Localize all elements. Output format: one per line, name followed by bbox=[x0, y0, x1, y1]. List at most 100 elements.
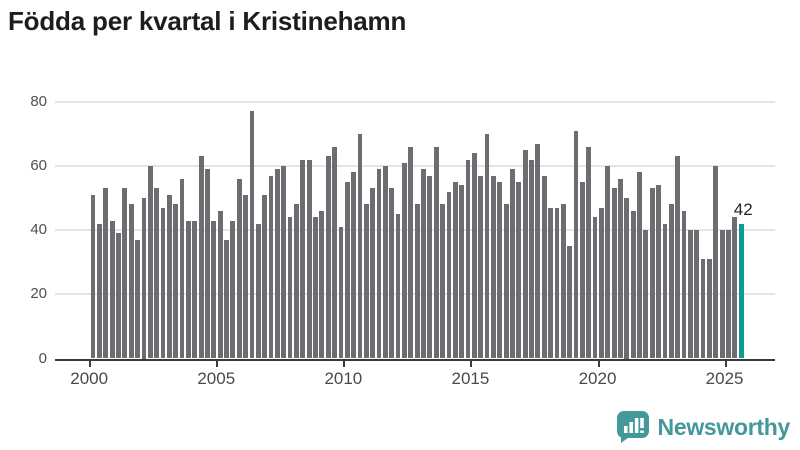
bar bbox=[122, 188, 128, 359]
bar bbox=[529, 159, 534, 359]
bar bbox=[325, 156, 331, 359]
bar bbox=[389, 188, 395, 359]
bar bbox=[306, 159, 312, 359]
bar bbox=[579, 182, 585, 359]
bar bbox=[128, 204, 134, 359]
bar bbox=[116, 233, 121, 359]
bar bbox=[376, 169, 382, 359]
x-axis-label: 2025 bbox=[705, 368, 744, 388]
bar bbox=[522, 149, 528, 359]
y-axis-label: 40 bbox=[30, 221, 47, 239]
bar bbox=[166, 194, 172, 359]
bar bbox=[313, 217, 318, 359]
gridline bbox=[55, 100, 775, 103]
bar bbox=[592, 217, 598, 359]
bar bbox=[478, 175, 484, 359]
bar bbox=[694, 230, 700, 359]
y-axis-label: 80 bbox=[30, 92, 47, 110]
bar bbox=[465, 159, 471, 359]
bar bbox=[548, 207, 553, 359]
bar bbox=[414, 204, 420, 359]
bar bbox=[363, 204, 369, 359]
bar bbox=[726, 230, 731, 359]
bar bbox=[351, 172, 356, 359]
bar bbox=[249, 111, 255, 359]
bar bbox=[192, 220, 198, 359]
bar bbox=[103, 188, 109, 359]
bar bbox=[402, 162, 407, 359]
bar bbox=[662, 223, 668, 359]
bar bbox=[154, 188, 160, 359]
bar bbox=[541, 175, 547, 359]
bar bbox=[173, 204, 179, 359]
bar bbox=[497, 182, 503, 359]
bar bbox=[262, 194, 268, 359]
x-axis-tick bbox=[216, 360, 219, 367]
bar bbox=[643, 230, 649, 359]
bar bbox=[319, 210, 325, 359]
bar bbox=[109, 220, 115, 359]
bar bbox=[236, 178, 242, 359]
bar bbox=[675, 156, 681, 359]
bar bbox=[656, 185, 661, 359]
bar bbox=[611, 188, 617, 359]
bar bbox=[90, 194, 96, 359]
bar bbox=[713, 165, 719, 359]
y-axis-label: 60 bbox=[30, 156, 47, 174]
bar bbox=[255, 223, 261, 359]
y-axis-label: 20 bbox=[30, 285, 47, 303]
bar bbox=[605, 165, 611, 359]
bar bbox=[217, 210, 223, 359]
bar bbox=[281, 165, 287, 359]
bar bbox=[516, 182, 522, 359]
bar bbox=[268, 175, 274, 359]
bar bbox=[179, 178, 185, 359]
chart-title: Födda per kvartal i Kristinehamn bbox=[8, 6, 407, 36]
bar bbox=[294, 204, 299, 359]
bar bbox=[554, 207, 560, 359]
bar bbox=[338, 226, 344, 359]
bar bbox=[370, 188, 376, 359]
bar bbox=[433, 146, 439, 359]
bar bbox=[700, 259, 706, 359]
bar bbox=[452, 182, 458, 359]
bar bbox=[484, 133, 490, 359]
bar bbox=[535, 143, 541, 359]
bar bbox=[408, 146, 414, 359]
bar bbox=[160, 207, 166, 359]
bar bbox=[135, 239, 140, 359]
bar bbox=[719, 230, 725, 359]
x-axis-label: 2005 bbox=[197, 368, 236, 388]
highlighted-bar bbox=[738, 223, 744, 359]
x-axis-label: 2010 bbox=[324, 368, 363, 388]
bar bbox=[649, 188, 655, 359]
y-axis-label: 0 bbox=[38, 349, 47, 367]
x-axis-tick bbox=[89, 360, 92, 367]
x-axis-tick bbox=[470, 360, 473, 367]
bar bbox=[567, 246, 573, 359]
bar bbox=[243, 194, 248, 359]
bar bbox=[205, 169, 210, 359]
bar bbox=[732, 217, 738, 359]
bar bbox=[332, 146, 337, 359]
bar bbox=[440, 204, 445, 359]
bar bbox=[230, 220, 236, 359]
bar bbox=[560, 204, 566, 359]
bar bbox=[147, 165, 153, 359]
gridline bbox=[55, 164, 775, 167]
bar bbox=[186, 220, 191, 359]
bar bbox=[274, 169, 280, 359]
bar bbox=[687, 230, 693, 359]
bar bbox=[211, 220, 217, 359]
bar bbox=[624, 198, 630, 359]
bar bbox=[510, 169, 515, 359]
bar bbox=[637, 172, 642, 359]
bar bbox=[707, 259, 712, 359]
bar bbox=[471, 153, 477, 359]
bar bbox=[503, 204, 509, 359]
x-axis-tick bbox=[597, 360, 600, 367]
bar bbox=[224, 239, 229, 359]
newsworthy-icon bbox=[616, 411, 650, 444]
bar bbox=[446, 191, 452, 359]
bar bbox=[382, 165, 388, 359]
